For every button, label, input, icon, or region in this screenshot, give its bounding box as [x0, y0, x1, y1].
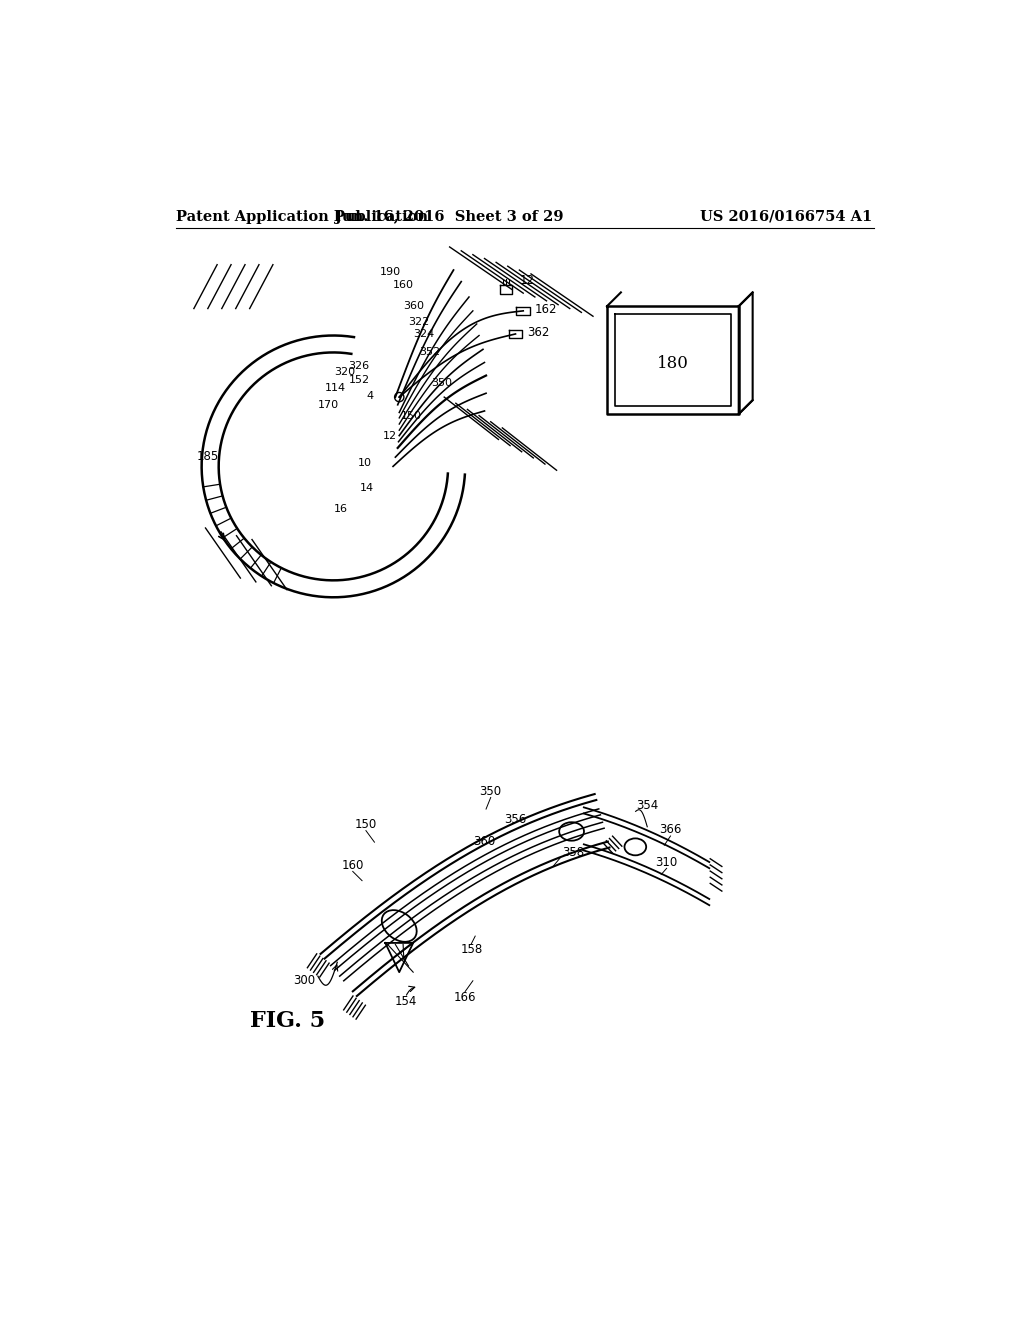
Text: 352: 352: [420, 347, 440, 358]
Text: 356: 356: [505, 813, 526, 825]
Text: 360: 360: [473, 834, 496, 847]
Text: 358: 358: [562, 846, 584, 859]
Text: 150: 150: [354, 818, 377, 832]
Text: 324: 324: [414, 329, 434, 339]
Text: Jun. 16, 2016  Sheet 3 of 29: Jun. 16, 2016 Sheet 3 of 29: [336, 210, 564, 224]
Text: 180: 180: [656, 355, 689, 372]
Text: 114: 114: [326, 383, 346, 393]
Text: 366: 366: [659, 824, 682, 837]
Text: 322: 322: [408, 317, 429, 326]
Text: FIG. 5: FIG. 5: [251, 1010, 326, 1032]
Text: 14: 14: [359, 483, 374, 492]
Text: 4: 4: [367, 391, 374, 400]
Text: 326: 326: [348, 362, 370, 371]
Text: 300: 300: [294, 974, 315, 987]
Text: 190: 190: [379, 268, 400, 277]
Text: 10: 10: [357, 458, 372, 467]
Text: 158: 158: [460, 944, 482, 957]
Text: Patent Application Publication: Patent Application Publication: [176, 210, 428, 224]
Text: US 2016/0166754 A1: US 2016/0166754 A1: [699, 210, 872, 224]
Text: 154: 154: [394, 995, 417, 1008]
Text: 354: 354: [636, 799, 658, 812]
Text: 160: 160: [392, 280, 414, 290]
Text: 162: 162: [535, 302, 557, 315]
Text: 320: 320: [335, 367, 355, 378]
Text: 360: 360: [402, 301, 424, 312]
Text: 152: 152: [348, 375, 370, 385]
Text: 12: 12: [383, 430, 397, 441]
Text: 160: 160: [342, 859, 364, 871]
Text: 350: 350: [479, 785, 502, 797]
Text: 350: 350: [431, 379, 453, 388]
Text: 16: 16: [334, 504, 348, 513]
Text: 166: 166: [454, 991, 476, 1005]
Text: 12: 12: [519, 273, 535, 286]
Text: 170: 170: [317, 400, 339, 409]
Text: 150: 150: [400, 412, 421, 421]
Text: 185: 185: [197, 450, 218, 463]
Text: 310: 310: [655, 857, 678, 870]
Text: 362: 362: [527, 326, 550, 339]
